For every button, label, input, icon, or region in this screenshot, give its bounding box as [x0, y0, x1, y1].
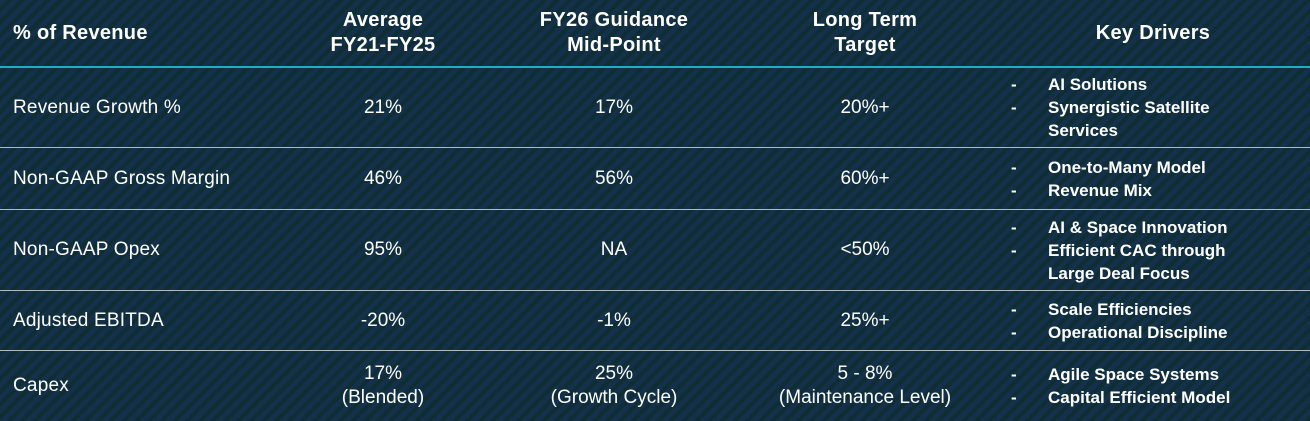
value-long-term: <50%	[840, 239, 890, 260]
driver-item: - Capital Efficient Model	[1011, 386, 1230, 409]
value-average: 46%	[363, 167, 403, 189]
metric-label: Revenue Growth %	[13, 96, 181, 118]
driver-text: Operational Discipline	[1048, 322, 1228, 342]
value-average: -20%	[360, 309, 406, 331]
value-long-term: 20%+	[840, 96, 890, 118]
bullet-dash: -	[1011, 240, 1017, 260]
header-pct-of-revenue: % of Revenue	[0, 21, 272, 46]
table-row-adjusted-ebitda: Adjusted EBITDA -20% -1% 25%+ - Scale Ef…	[0, 291, 1310, 351]
driver-text: Scale Efficiencies	[1048, 299, 1192, 319]
header-average-fy21-fy25: Average FY21-FY25	[272, 8, 494, 58]
table-header-row: % of Revenue Average FY21-FY25 FY26 Guid…	[0, 0, 1310, 68]
bullet-dash: -	[1011, 299, 1017, 319]
driver-text: Capital Efficient Model	[1048, 388, 1231, 407]
driver-item: - Operational Discipline	[1011, 321, 1228, 344]
table-row-opex: Non-GAAP Opex 95% NA <50% - AI & Space I…	[0, 210, 1310, 291]
driver-item: - Revenue Mix	[1011, 179, 1152, 202]
driver-item: - AI Solutions	[1011, 73, 1147, 96]
bullet-dash: -	[1011, 322, 1017, 342]
value-main: 17%	[363, 363, 403, 384]
bullet-dash: -	[1011, 157, 1017, 177]
header-line: FY26 Guidance	[539, 9, 689, 31]
value-fy26: 25% (Growth Cycle)	[494, 362, 734, 410]
value-average: 21%	[363, 96, 403, 118]
driver-item: - Agile Space Systems	[1011, 363, 1219, 386]
metric-label: Adjusted EBITDA	[13, 309, 164, 331]
driver-text: AI & Space Innovation	[1048, 217, 1228, 237]
driver-text: One-to-Many Model	[1048, 157, 1206, 177]
value-average: 17% (Blended)	[272, 362, 494, 410]
table-row-capex: Capex 17% (Blended) 25% (Growth Cycle) 5…	[0, 351, 1310, 421]
bullet-dash: -	[1011, 180, 1017, 200]
value-note: (Blended)	[341, 387, 425, 408]
value-fy26: NA	[600, 239, 628, 260]
driver-item: - Scale Efficiencies	[1011, 298, 1192, 321]
table-row-revenue-growth: Revenue Growth % 21% 17% 20%+ - AI Solut…	[0, 68, 1310, 148]
value-long-term: 60%+	[840, 167, 890, 189]
value-note: (Maintenance Level)	[778, 387, 952, 408]
header-line: Mid-Point	[567, 34, 661, 56]
driver-item: - Efficient CAC through Large Deal Focus	[1011, 239, 1253, 285]
key-drivers-cell: - Agile Space Systems - Capital Efficien…	[996, 363, 1310, 409]
driver-item: - Synergistic Satellite Services	[1011, 96, 1253, 142]
metric-label: Non-GAAP Opex	[13, 239, 160, 260]
value-fy26: -1%	[597, 309, 631, 331]
value-fy26: 17%	[594, 96, 634, 118]
value-fy26: 56%	[594, 167, 634, 189]
bullet-dash: -	[1011, 388, 1017, 407]
table-row-gross-margin: Non-GAAP Gross Margin 46% 56% 60%+ - One…	[0, 148, 1310, 210]
key-drivers-cell: - AI Solutions - Synergistic Satellite S…	[996, 73, 1310, 142]
driver-text: AI Solutions	[1048, 75, 1148, 94]
bullet-dash: -	[1011, 98, 1017, 117]
header-label: Key Drivers	[1095, 21, 1211, 44]
value-long-term: 25%+	[840, 309, 890, 331]
value-main: 25%	[594, 363, 634, 384]
key-drivers-cell: - Scale Efficiencies - Operational Disci…	[996, 298, 1310, 344]
driver-text: Revenue Mix	[1048, 180, 1152, 200]
driver-text: Synergistic Satellite Services	[1048, 98, 1210, 140]
driver-item: - One-to-Many Model	[1011, 156, 1206, 179]
value-note: (Growth Cycle)	[550, 387, 678, 408]
driver-text: Agile Space Systems	[1048, 365, 1220, 384]
bullet-dash: -	[1011, 217, 1017, 237]
header-line: Long Term	[812, 9, 918, 31]
driver-item: - AI & Space Innovation	[1011, 216, 1227, 239]
header-label: % of Revenue	[13, 21, 148, 44]
key-drivers-cell: - One-to-Many Model - Revenue Mix	[996, 156, 1310, 202]
header-long-term-target: Long Term Target	[734, 8, 996, 58]
value-main: 5 - 8%	[837, 363, 893, 384]
bullet-dash: -	[1011, 365, 1017, 384]
value-long-term: 5 - 8% (Maintenance Level)	[734, 362, 996, 410]
header-line: Target	[834, 34, 896, 56]
value-average: 95%	[363, 239, 403, 260]
metric-label: Non-GAAP Gross Margin	[13, 167, 231, 189]
header-key-drivers: Key Drivers	[996, 21, 1310, 46]
bullet-dash: -	[1011, 75, 1017, 94]
header-fy26-guidance: FY26 Guidance Mid-Point	[494, 8, 734, 58]
metric-label: Capex	[13, 375, 69, 396]
driver-text: Efficient CAC through Large Deal Focus	[1048, 240, 1226, 283]
header-line: FY21-FY25	[330, 34, 436, 56]
key-drivers-cell: - AI & Space Innovation - Efficient CAC …	[996, 216, 1310, 285]
header-line: Average	[342, 9, 424, 31]
